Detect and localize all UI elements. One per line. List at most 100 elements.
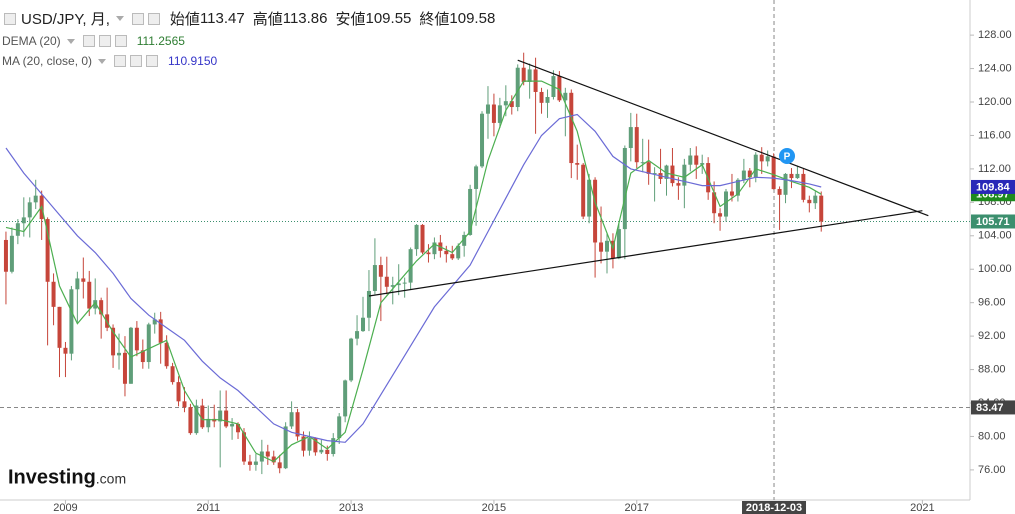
trendline: [368, 210, 923, 297]
candle-body: [676, 183, 681, 186]
y-tick-label: 116.00: [978, 129, 1011, 141]
candle-body: [497, 105, 502, 123]
candle-body: [188, 407, 193, 434]
indicator-name[interactable]: MA (20, close, 0): [2, 54, 93, 68]
y-tick-label: 120.00: [978, 96, 1012, 108]
candle-body: [247, 461, 252, 465]
candle-body: [771, 156, 776, 190]
candle-body: [75, 278, 80, 290]
candle-body: [349, 338, 354, 381]
y-tick-label: 112.00: [978, 163, 1011, 175]
candle-body: [152, 319, 157, 325]
y-tick-label: 128.00: [978, 29, 1012, 41]
logo: Investing: [8, 466, 96, 488]
candle-body: [337, 416, 342, 439]
candle-body: [652, 173, 657, 175]
candle-body: [480, 113, 485, 167]
candle-body: [57, 306, 62, 348]
hide-icon[interactable]: [130, 55, 143, 67]
candle-body: [158, 319, 163, 343]
candle-body: [87, 281, 92, 309]
dropdown[interactable]: [98, 58, 107, 64]
candle-body: [616, 229, 621, 259]
hide-icon[interactable]: [147, 12, 160, 25]
candle-body: [753, 154, 758, 178]
candle-body: [283, 426, 288, 469]
candle-body: [230, 423, 235, 427]
indicator-value: 111.2565: [136, 34, 185, 48]
candle-body: [9, 235, 14, 272]
candle-body: [265, 451, 270, 457]
candle-body: [474, 166, 479, 189]
symbol-title[interactable]: USD/JPY, 月,: [21, 11, 110, 28]
candle-body: [468, 188, 473, 235]
collapse-icon[interactable]: [4, 12, 16, 25]
candle-body: [456, 245, 461, 259]
candle-body: [390, 285, 395, 287]
candle-body: [801, 173, 806, 200]
candle-body: [777, 188, 782, 195]
indicator-legend: DEMA (20) 111.2565: [2, 34, 185, 48]
candle-body: [557, 76, 562, 101]
candle-body: [325, 449, 330, 455]
candle-body: [741, 170, 746, 180]
price-tag: [971, 400, 1015, 415]
y-tick-label: 124.00: [978, 62, 1012, 74]
price-tag: [971, 179, 1015, 194]
candle-body: [491, 104, 496, 123]
price-tag-label: 105.71: [976, 216, 1010, 228]
price-tag-label: 109.84: [976, 181, 1011, 193]
event-marker[interactable]: [779, 148, 796, 164]
candle-body: [128, 327, 133, 384]
settings-icon[interactable]: [82, 35, 95, 47]
candle-body: [331, 438, 336, 455]
candle-body: [664, 165, 669, 179]
candle-body: [694, 155, 699, 165]
candle-body: [117, 352, 122, 356]
ohlc-value: 113.86: [282, 10, 328, 27]
x-tick-label: 2015: [482, 502, 506, 514]
indicator-legend: MA (20, close, 0) 110.9150: [2, 54, 217, 68]
candle-body: [735, 179, 740, 196]
candle-body: [765, 156, 770, 162]
header: USD/JPY, 月, 始値 113.47 高値 113.86 安値 109.55 終…: [2, 8, 495, 29]
candle-body: [33, 195, 38, 203]
candle-body: [420, 224, 425, 253]
close-icon[interactable]: [146, 55, 159, 67]
candle-body: [134, 327, 139, 351]
x-tick-label: 2017: [625, 502, 649, 514]
candle-body: [224, 410, 229, 427]
candle-body: [319, 449, 324, 453]
candle-body: [539, 91, 544, 103]
candle-body: [253, 461, 258, 465]
indicator-name[interactable]: DEMA (20): [2, 34, 61, 48]
candle-body: [81, 278, 86, 282]
candle-body: [194, 405, 199, 434]
close-icon[interactable]: [114, 35, 127, 47]
settings-icon[interactable]: [114, 55, 127, 67]
ohlc-label: 高値: [252, 11, 283, 28]
candle-body: [307, 438, 312, 451]
candle-body: [301, 436, 306, 451]
candle-body: [759, 154, 764, 162]
x-tick-label: 2011: [196, 502, 220, 514]
candle-body: [640, 162, 645, 164]
candle-body: [599, 242, 604, 252]
candle-body: [581, 164, 586, 217]
candle-body: [384, 276, 389, 287]
candle-body: [450, 254, 455, 259]
candle-body: [27, 202, 32, 218]
candle-body: [527, 69, 532, 82]
candle-body: [295, 412, 300, 437]
y-tick-label: 104.00: [978, 230, 1012, 242]
hide-icon[interactable]: [98, 35, 111, 47]
candle-body: [355, 331, 360, 339]
indicator-value: 110.9150: [168, 54, 218, 68]
candle-body: [313, 438, 318, 453]
candle-body: [485, 104, 490, 114]
candle-body: [51, 281, 56, 307]
dropdown[interactable]: [115, 16, 124, 21]
settings-icon[interactable]: [131, 12, 144, 25]
candle-body: [21, 217, 26, 224]
dropdown[interactable]: [66, 38, 75, 44]
